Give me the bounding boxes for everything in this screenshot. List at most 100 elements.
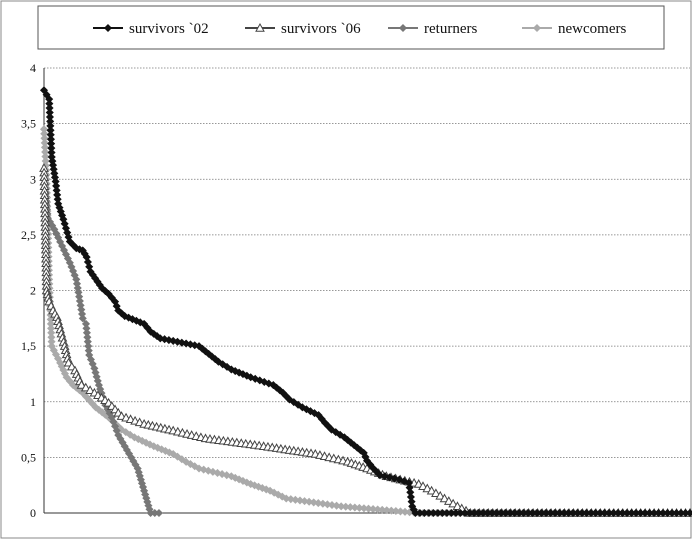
data-point — [98, 408, 107, 417]
data-point — [80, 382, 91, 392]
data-point — [161, 446, 170, 455]
data-point — [157, 445, 166, 454]
legend-entry: survivors `06 — [245, 21, 361, 37]
data-point — [270, 488, 279, 497]
legend-swatch-marker — [532, 23, 542, 33]
data-point — [426, 485, 437, 495]
y-tick-label: 4 — [30, 61, 36, 75]
data-point — [190, 462, 199, 471]
data-point — [327, 501, 337, 510]
data-point — [145, 440, 154, 449]
data-point — [346, 438, 355, 447]
data-point — [289, 398, 298, 407]
data-point — [138, 436, 147, 445]
data-point — [435, 490, 446, 500]
y-tick-label: 1 — [30, 395, 36, 409]
data-point — [169, 450, 178, 459]
data-point — [120, 312, 129, 321]
data-point — [153, 332, 162, 341]
data-point — [114, 306, 123, 315]
data-point — [385, 473, 394, 482]
legend-entry: newcomers — [522, 21, 626, 37]
data-point — [278, 492, 287, 501]
legend-entry: returners — [388, 21, 477, 37]
series-survivors-02 — [39, 86, 692, 518]
data-point — [309, 498, 318, 507]
data-point — [85, 385, 95, 394]
data-point — [199, 465, 208, 474]
data-point — [238, 370, 247, 379]
data-point — [177, 455, 186, 464]
data-point — [275, 386, 284, 395]
data-point — [685, 508, 692, 518]
data-point — [124, 313, 133, 322]
data-point — [306, 407, 315, 416]
data-point — [235, 368, 244, 377]
data-point — [75, 386, 84, 395]
legend-label: survivors `02 — [129, 21, 209, 37]
data-point — [380, 472, 389, 481]
data-point — [242, 478, 251, 487]
data-point — [101, 287, 110, 296]
data-point — [227, 365, 236, 374]
legend-box — [37, 5, 665, 50]
data-point — [227, 472, 236, 481]
data-point — [222, 471, 231, 480]
data-point — [231, 473, 240, 482]
data-point — [208, 467, 217, 476]
data-point — [130, 433, 139, 442]
legend: survivors `02 survivors `06 returners newco… — [93, 21, 626, 37]
data-point — [390, 474, 399, 483]
y-tick-label: 3 — [30, 172, 36, 186]
y-tick-labels: 0 0,5 1 1,5 2 2,5 3 3,5 4 — [21, 61, 36, 520]
y-tick-label: 2,5 — [21, 228, 36, 242]
data-point — [448, 498, 458, 508]
data-point — [204, 466, 213, 475]
legend-label: survivors `06 — [281, 21, 361, 37]
data-point — [154, 508, 164, 518]
legend-entry: survivors `02 — [93, 21, 209, 37]
data-point — [146, 327, 155, 336]
data-point — [443, 496, 454, 505]
data-point — [204, 349, 213, 358]
data-point — [207, 352, 216, 361]
data-point — [76, 380, 87, 389]
data-point — [235, 475, 244, 484]
legend-label: newcomers — [558, 21, 626, 37]
data-point — [274, 490, 283, 499]
data-point — [300, 497, 309, 506]
data-point — [173, 452, 182, 461]
legend-swatch-marker — [398, 23, 408, 33]
data-point — [117, 309, 126, 318]
data-point — [94, 405, 103, 414]
data-point — [431, 488, 441, 498]
y-tick-label: 2 — [30, 284, 36, 298]
y-tick-label: 1,5 — [21, 339, 36, 353]
data-point — [350, 441, 359, 450]
data-point — [318, 499, 327, 508]
y-tick-label: 0,5 — [21, 450, 36, 464]
data-point — [238, 476, 247, 485]
legend-label: returners — [424, 21, 477, 37]
legend-swatch-marker — [255, 22, 265, 32]
legend-swatch-marker — [103, 23, 113, 33]
data-point — [211, 355, 220, 364]
gridlines — [44, 67, 690, 458]
data-point — [375, 471, 384, 480]
data-point — [186, 460, 195, 469]
data-point — [439, 493, 450, 503]
y-tick-label: 3,5 — [21, 117, 36, 131]
data-point — [98, 284, 107, 293]
data-point — [255, 376, 264, 385]
data-point — [242, 371, 251, 380]
data-point — [285, 395, 294, 404]
y-tick-label: 0 — [30, 506, 36, 520]
series-group — [39, 86, 692, 518]
data-point — [400, 477, 409, 486]
data-point — [78, 314, 87, 323]
data-point — [340, 433, 349, 442]
data-point — [246, 373, 255, 382]
